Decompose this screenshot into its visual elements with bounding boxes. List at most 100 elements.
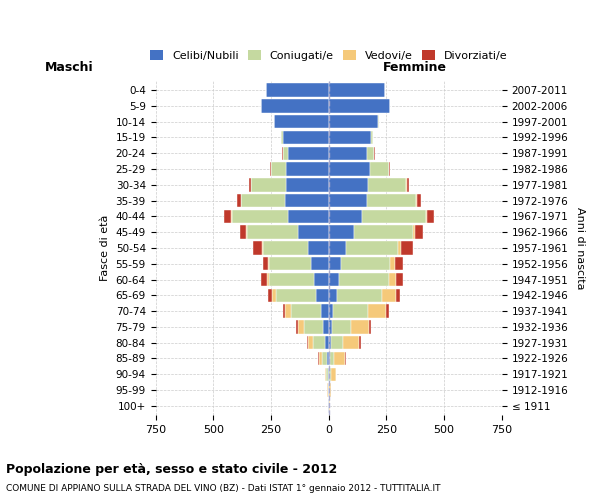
Bar <box>286 162 329 175</box>
Bar <box>427 210 434 223</box>
Bar <box>296 320 298 334</box>
Bar <box>382 288 395 302</box>
Bar <box>286 178 329 192</box>
Bar <box>413 226 415 239</box>
Bar <box>362 210 425 223</box>
Bar <box>329 384 331 396</box>
Y-axis label: Anni di nascita: Anni di nascita <box>575 206 585 289</box>
Bar <box>341 257 390 270</box>
Bar <box>368 304 386 318</box>
Bar <box>329 288 337 302</box>
Bar <box>322 352 327 365</box>
Bar <box>389 162 391 175</box>
Bar <box>386 304 389 318</box>
Bar <box>247 226 298 239</box>
Bar <box>314 273 329 286</box>
Bar <box>415 226 424 239</box>
Bar <box>425 210 427 223</box>
Bar <box>285 194 329 207</box>
Bar <box>281 131 283 144</box>
Y-axis label: Fasce di età: Fasce di età <box>100 215 110 281</box>
Bar <box>329 178 368 192</box>
Bar <box>237 194 241 207</box>
Bar <box>401 242 413 254</box>
Bar <box>328 368 329 381</box>
Bar <box>308 336 313 349</box>
Bar <box>304 320 323 334</box>
Bar <box>329 99 390 112</box>
Bar <box>329 320 332 334</box>
Bar <box>271 162 286 175</box>
Bar <box>370 162 389 175</box>
Bar <box>329 162 370 175</box>
Bar <box>359 336 361 349</box>
Bar <box>390 257 395 270</box>
Bar <box>320 304 329 318</box>
Bar <box>251 178 286 192</box>
Bar <box>249 178 251 192</box>
Bar <box>329 304 334 318</box>
Bar <box>253 242 262 254</box>
Bar <box>416 194 417 207</box>
Bar <box>368 178 406 192</box>
Bar <box>260 99 329 112</box>
Bar <box>269 162 271 175</box>
Bar <box>290 304 320 318</box>
Text: Popolazione per età, sesso e stato civile - 2012: Popolazione per età, sesso e stato civil… <box>6 462 337 475</box>
Bar <box>319 352 322 365</box>
Bar <box>263 242 308 254</box>
Bar <box>345 352 346 365</box>
Bar <box>316 288 329 302</box>
Bar <box>329 194 367 207</box>
Bar <box>285 304 290 318</box>
Bar <box>268 257 269 270</box>
Bar <box>407 178 409 192</box>
Bar <box>283 131 329 144</box>
Bar <box>268 288 272 302</box>
Bar <box>326 368 328 381</box>
Bar <box>329 273 339 286</box>
Bar <box>266 84 329 97</box>
Bar <box>395 288 400 302</box>
Bar <box>331 336 343 349</box>
Text: Maschi: Maschi <box>44 61 94 74</box>
Bar <box>267 273 269 286</box>
Bar <box>329 115 379 128</box>
Bar <box>327 352 329 365</box>
Bar <box>339 273 389 286</box>
Bar <box>367 146 374 160</box>
Bar <box>289 146 329 160</box>
Bar <box>232 210 289 223</box>
Bar <box>337 288 382 302</box>
Bar <box>261 273 267 286</box>
Bar <box>308 242 329 254</box>
Bar <box>241 194 285 207</box>
Bar <box>283 304 285 318</box>
Bar <box>332 320 350 334</box>
Bar <box>329 352 330 365</box>
Bar <box>371 131 373 144</box>
Bar <box>269 273 314 286</box>
Bar <box>323 320 329 334</box>
Bar <box>367 194 416 207</box>
Text: Femmine: Femmine <box>383 61 447 74</box>
Bar <box>329 242 346 254</box>
Bar <box>331 368 336 381</box>
Bar <box>262 242 263 254</box>
Bar <box>329 131 371 144</box>
Bar <box>311 257 329 270</box>
Bar <box>263 257 268 270</box>
Bar <box>240 226 246 239</box>
Bar <box>343 336 359 349</box>
Bar <box>334 352 345 365</box>
Bar <box>389 273 395 286</box>
Bar <box>395 273 403 286</box>
Bar <box>246 226 247 239</box>
Bar <box>298 320 304 334</box>
Bar <box>224 210 231 223</box>
Bar <box>272 288 275 302</box>
Bar <box>398 242 401 254</box>
Legend: Celibi/Nubili, Coniugati/e, Vedovi/e, Divorziati/e: Celibi/Nubili, Coniugati/e, Vedovi/e, Di… <box>145 46 512 66</box>
Bar <box>274 115 329 128</box>
Bar <box>354 226 413 239</box>
